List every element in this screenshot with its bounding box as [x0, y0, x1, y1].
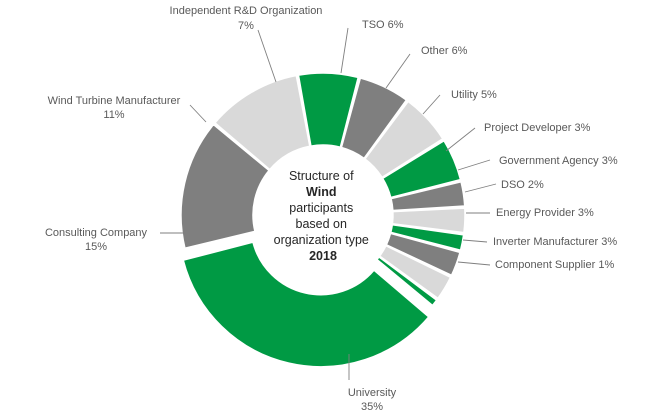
leader-line-utility: [422, 94, 441, 115]
label-name-independent-r-d-organization: Independent R&D Organization: [170, 5, 323, 17]
label-tso: TSO 6%: [362, 19, 404, 31]
chart-labels: University 35% Consulting Company 15% Wind T…: [45, 5, 618, 413]
label-value-consulting-company: 15%: [85, 241, 107, 253]
center-line-5: organization type: [274, 233, 369, 247]
slice-university: [182, 241, 430, 368]
leader-line-other: [385, 53, 411, 89]
slice-consulting-company: [180, 123, 271, 250]
leader-line-tso: [340, 27, 349, 74]
label-value-university: 35%: [361, 401, 383, 413]
leader-line-component-supplier: [457, 261, 491, 266]
label-utility: Utility 5%: [451, 89, 497, 101]
label-component-supplier: Component Supplier 1%: [495, 259, 614, 271]
leader-line-government-agency: [457, 159, 491, 171]
chart-leader-lines: [160, 27, 497, 380]
leader-line-project-developer: [445, 127, 476, 152]
leader-line-independent-r-d-organization: [257, 29, 277, 83]
label-value-independent-r-d-organization: 7%: [238, 20, 254, 32]
label-name-university: University: [348, 387, 397, 399]
leader-line-wind-turbine-manufacturer: [189, 104, 207, 123]
center-line-3: participants: [289, 201, 353, 215]
label-value-wind-turbine-manufacturer: 11%: [103, 109, 124, 121]
center-line-6: 2018: [309, 249, 337, 263]
center-label: Structure of Wind participants based on …: [274, 169, 373, 263]
center-hole: [253, 145, 393, 285]
label-name-consulting-company: Consulting Company: [45, 227, 148, 239]
chart-center: Structure of Wind participants based on …: [253, 145, 393, 285]
center-line-2: Wind: [306, 185, 336, 199]
label-name-wind-turbine-manufacturer: Wind Turbine Manufacturer: [48, 95, 181, 107]
label-dso: DSO 2%: [501, 179, 544, 191]
center-line-4: based on: [296, 217, 347, 231]
leader-line-dso: [464, 183, 497, 193]
label-government-agency: Government Agency 3%: [499, 155, 618, 167]
label-energy-provider: Energy Provider 3%: [496, 207, 594, 219]
leader-line-inverter-manufacturer: [462, 239, 488, 243]
center-line-1: Structure of: [289, 169, 354, 183]
label-project-developer: Project Developer 3%: [484, 122, 591, 134]
label-other: Other 6%: [421, 45, 468, 57]
label-inverter-manufacturer: Inverter Manufacturer 3%: [493, 236, 617, 248]
